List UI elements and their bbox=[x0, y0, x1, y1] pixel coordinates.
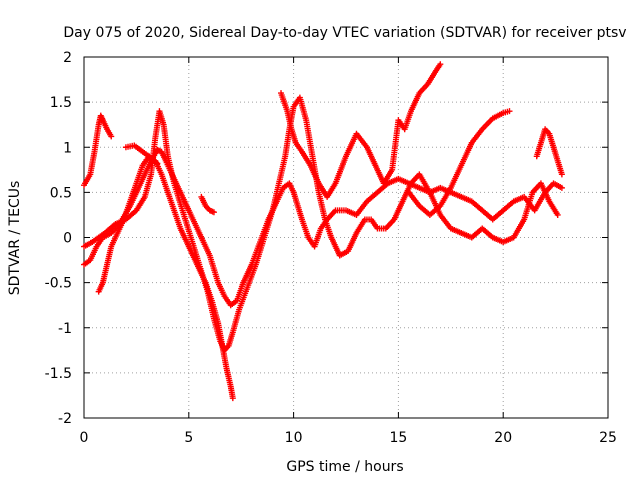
y-tick-label: -0.5 bbox=[45, 276, 72, 292]
y-tick-label: -2 bbox=[58, 411, 72, 427]
y-tick-label: -1.5 bbox=[45, 366, 72, 382]
data-point bbox=[558, 171, 565, 178]
data-point bbox=[229, 395, 236, 402]
y-axis-label: SDTVAR / TECUs bbox=[7, 181, 23, 296]
x-axis-label: GPS time / hours bbox=[286, 459, 403, 475]
y-tick-label: -1 bbox=[58, 321, 72, 337]
series-layer bbox=[81, 61, 565, 402]
data-point bbox=[108, 133, 115, 140]
data-point bbox=[437, 61, 444, 68]
x-tick-label: 10 bbox=[285, 430, 303, 446]
y-tick-label: 0 bbox=[63, 231, 72, 247]
y-tick-label: 1 bbox=[63, 140, 72, 156]
series-track-7 bbox=[278, 61, 444, 200]
x-tick-label: 0 bbox=[80, 430, 89, 446]
x-tick-label: 5 bbox=[184, 430, 193, 446]
y-tick-label: 2 bbox=[63, 50, 72, 66]
data-point bbox=[558, 184, 565, 191]
y-tick-label: 1.5 bbox=[50, 95, 72, 111]
series-track-6 bbox=[198, 193, 217, 216]
data-point bbox=[210, 209, 217, 216]
series-track-5 bbox=[122, 142, 161, 167]
grid-layer bbox=[84, 57, 608, 418]
x-tick-label: 15 bbox=[389, 430, 407, 446]
tick-layer: 0 5 10 15 20 25 -2 -1.5 -1 -0.5 0 0.5 1 1.5 2 bbox=[45, 50, 617, 446]
data-point bbox=[154, 160, 161, 167]
chart-title: Day 075 of 2020, Sidereal Day-to-day VTE… bbox=[63, 25, 626, 41]
data-point bbox=[506, 108, 513, 115]
x-tick-label: 20 bbox=[494, 430, 512, 446]
data-point bbox=[554, 211, 561, 218]
series-track-4 bbox=[95, 153, 236, 402]
y-tick-label: 0.5 bbox=[50, 185, 72, 201]
series-track-9 bbox=[533, 126, 565, 178]
series-track-1 bbox=[81, 112, 115, 189]
x-tick-label: 25 bbox=[599, 430, 617, 446]
series-track-8 bbox=[405, 108, 513, 218]
